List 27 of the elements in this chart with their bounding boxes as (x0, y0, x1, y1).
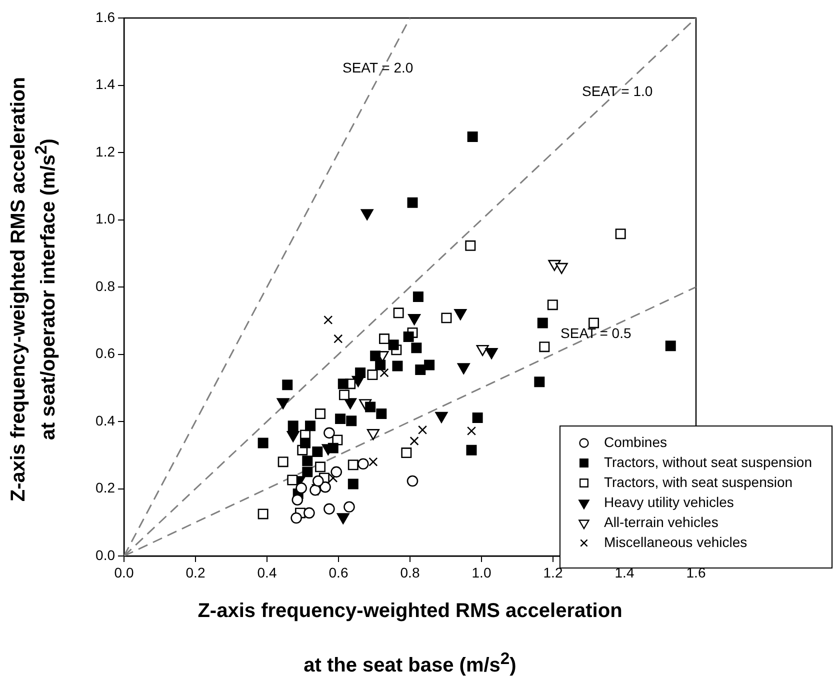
x-tick-label: 0.8 (400, 564, 420, 580)
x-tick-label: 0.4 (257, 564, 277, 580)
legend-label: All-terrain vehicles (604, 514, 718, 530)
x-tick-label: 1.4 (614, 564, 634, 580)
y-tick-label: 0.4 (96, 412, 116, 428)
y-tick-label: 0.6 (96, 345, 116, 362)
text: Z-axis frequency-weighted RMS acceleration at the seat base (m/s$^{2}$) (198, 600, 622, 677)
legend-label: Combines (604, 434, 668, 450)
x-tick-label: 0.0 (114, 564, 134, 580)
legend-label: Tractors, with seat suspension (604, 474, 793, 490)
y-tick-label: 1.6 (96, 8, 116, 25)
annotation: SEAT = 2.0 (342, 59, 414, 76)
y-tick-label: 1.0 (96, 210, 116, 227)
annotation: SEAT = 1.0 (582, 82, 653, 99)
x-tick-label: 0.6 (328, 564, 348, 580)
x-tick-label: 1.0 (472, 564, 492, 580)
y-tick-label: 0.0 (96, 546, 116, 563)
legend-label: Miscellaneous vehicles (604, 534, 748, 550)
y-tick-label: 0.2 (96, 480, 116, 496)
legend-label: Tractors, without seat suspension (604, 454, 812, 470)
x-tick-label: 0.2 (186, 564, 206, 580)
y-tick-label: 1.2 (96, 143, 116, 160)
x-tick-label: 1.2 (543, 564, 563, 580)
y-tick-label: 0.8 (96, 278, 116, 294)
y-tick-label: 1.4 (96, 76, 116, 92)
legend-label: Heavy utility vehicles (604, 494, 734, 510)
annotation: SEAT = 0.5 (560, 324, 632, 341)
